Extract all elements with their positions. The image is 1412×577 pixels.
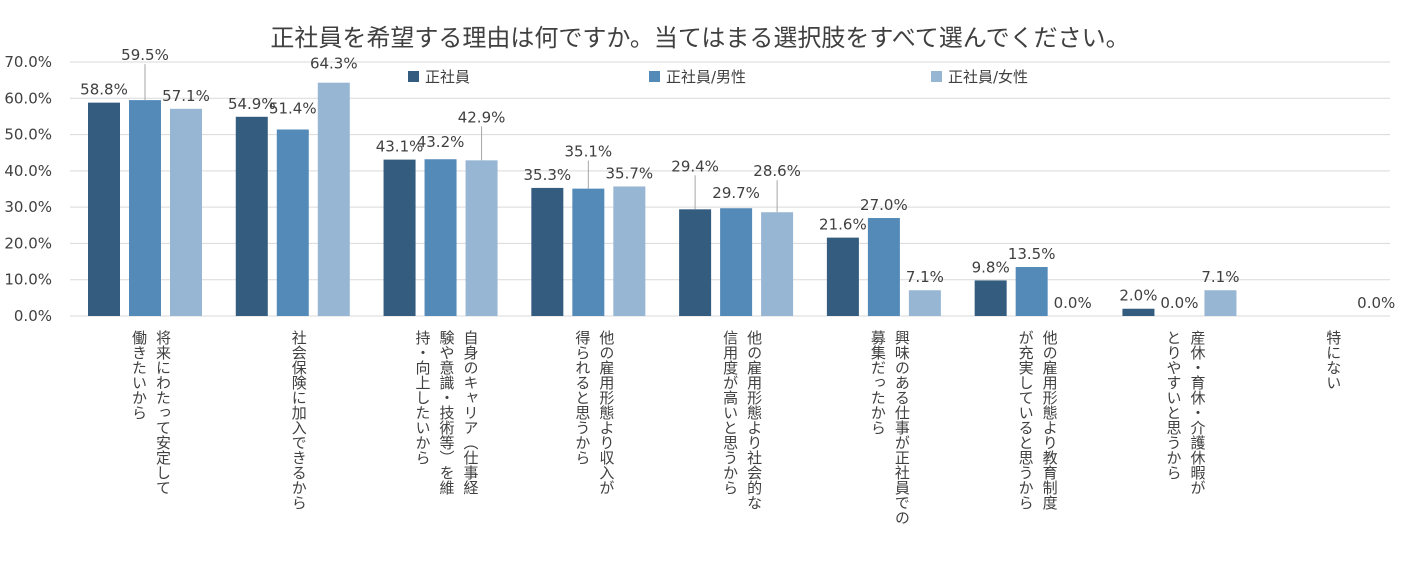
leader-lines (144, 64, 778, 213)
legend-label: 正社員/女性 (948, 68, 1028, 86)
bar (1122, 308, 1155, 316)
bar (170, 108, 202, 317)
category-label: 特にない (1324, 330, 1342, 390)
bar (88, 102, 120, 316)
category-label: 得られると思うから (573, 330, 591, 465)
data-label: 29.4% (671, 157, 719, 175)
bar (465, 160, 498, 316)
data-label: 43.1% (376, 138, 424, 156)
category-label: 信用度が高いと思うから (721, 330, 739, 495)
data-label: 0.0% (1160, 294, 1198, 312)
data-label: 64.3% (310, 55, 358, 73)
bar (129, 100, 161, 316)
y-tick-label: 50.0% (4, 126, 52, 144)
data-label: 51.4% (269, 99, 317, 117)
category-label: 他の雇用形態より社会的な (745, 330, 763, 510)
category-label: 験や意識・技術等）を維 (438, 330, 456, 495)
data-label: 9.8% (972, 258, 1010, 276)
bar (235, 116, 268, 316)
y-tick-label: 30.0% (4, 198, 52, 216)
data-label: 58.8% (80, 81, 128, 99)
category-label: 働きたいから (130, 330, 148, 420)
data-label: 29.7% (712, 184, 760, 202)
bar (317, 82, 350, 316)
legend-swatch (931, 71, 942, 82)
category-label: 他の雇用形態より教育制度 (1041, 330, 1059, 510)
category-label: 社会保険に加入できるから (290, 330, 308, 510)
data-label: 59.5% (121, 46, 169, 64)
legend-swatch (408, 71, 419, 82)
bar (572, 188, 605, 316)
data-label: 27.0% (860, 196, 908, 214)
bar (761, 212, 794, 316)
y-tick-label: 20.0% (4, 234, 52, 252)
data-label: 0.0% (1357, 294, 1395, 312)
bar (1015, 267, 1048, 316)
category-label: 他の雇用形態より収入が (597, 330, 615, 495)
chart-title: 正社員を希望する理由は何ですか。当てはまる選択肢をすべて選んでください。 (270, 24, 1129, 52)
data-label: 57.1% (162, 87, 210, 105)
data-label: 43.2% (417, 133, 465, 151)
data-label: 35.7% (606, 164, 654, 182)
data-label: 35.1% (565, 143, 613, 161)
category-label: 興味のある仕事が正社員での (893, 330, 911, 525)
y-tick-label: 70.0% (4, 53, 52, 71)
y-tick-label: 40.0% (4, 162, 52, 180)
y-axis-ticks: 0.0% 10.0% 20.0% 30.0% 40.0% 50.0% 60.0% 70.0% (4, 53, 52, 325)
data-label: 21.6% (819, 216, 867, 234)
bar (826, 237, 859, 316)
data-label: 0.0% (1054, 294, 1092, 312)
y-tick-label: 0.0% (14, 307, 52, 325)
y-tick-label: 10.0% (4, 271, 52, 289)
category-label: 持・向上したいから (414, 330, 432, 465)
category-label: 将来にわたって安定して (154, 330, 172, 495)
legend-label: 正社員/男性 (666, 68, 746, 86)
bar (383, 159, 416, 316)
data-label: 54.9% (228, 95, 276, 113)
bar (974, 280, 1007, 316)
category-label: 募集だったから (869, 330, 887, 435)
category-label: 産休・育休・介護休暇が (1188, 330, 1206, 495)
data-label: 13.5% (1008, 245, 1056, 263)
bar (424, 159, 457, 316)
data-labels: 58.8% 54.9% 43.1% 35.3% 29.4% 21.6% 9.8% 2.0% 59… (80, 46, 1395, 312)
category-label: が充実していると思うから (1017, 330, 1035, 510)
bar (531, 187, 564, 316)
bar (613, 186, 646, 316)
y-tick-label: 60.0% (4, 89, 52, 107)
bar (867, 218, 900, 316)
data-label: 28.6% (753, 162, 801, 180)
data-label: 7.1% (906, 268, 944, 286)
bar (276, 129, 309, 316)
bar (1204, 290, 1237, 316)
category-label: とりやすいと思うから (1164, 330, 1182, 480)
bar (720, 208, 753, 316)
data-label: 35.3% (524, 166, 572, 184)
data-label: 42.9% (458, 108, 506, 126)
bar (908, 290, 941, 316)
bars (88, 82, 1237, 317)
legend-label: 正社員 (425, 68, 470, 86)
bar (679, 209, 712, 316)
legend: 正社員 正社員/男性 正社員/女性 (408, 68, 1028, 86)
category-label: 自身のキャリア（仕事経 (462, 330, 480, 495)
legend-swatch (649, 71, 660, 82)
data-label: 2.0% (1119, 287, 1157, 305)
data-label: 7.1% (1201, 268, 1239, 286)
